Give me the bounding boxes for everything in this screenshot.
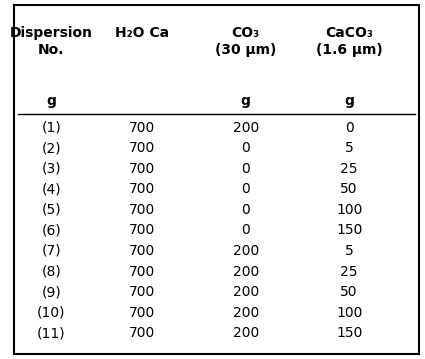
Text: (3): (3) xyxy=(42,162,61,176)
Text: 700: 700 xyxy=(129,162,156,176)
Text: 200: 200 xyxy=(232,306,259,320)
Text: 100: 100 xyxy=(336,306,363,320)
Text: 700: 700 xyxy=(129,244,156,258)
Text: 5: 5 xyxy=(345,141,354,155)
Text: (8): (8) xyxy=(42,265,61,279)
Text: 0: 0 xyxy=(241,223,250,237)
Text: 700: 700 xyxy=(129,121,156,135)
Text: 50: 50 xyxy=(340,182,358,196)
Text: (6): (6) xyxy=(42,223,61,237)
Text: 0: 0 xyxy=(241,162,250,176)
Text: 100: 100 xyxy=(336,203,363,217)
Text: H₂O Ca: H₂O Ca xyxy=(115,26,170,40)
Text: g: g xyxy=(46,94,56,108)
Text: 200: 200 xyxy=(232,121,259,135)
Text: CaCO₃
(1.6 μm): CaCO₃ (1.6 μm) xyxy=(316,26,382,56)
Text: (11): (11) xyxy=(37,326,65,340)
Text: 200: 200 xyxy=(232,265,259,279)
Text: g: g xyxy=(241,94,251,108)
Text: 5: 5 xyxy=(345,244,354,258)
Text: (5): (5) xyxy=(42,203,61,217)
Text: 700: 700 xyxy=(129,182,156,196)
Text: 700: 700 xyxy=(129,285,156,299)
Text: Dispersion
No.: Dispersion No. xyxy=(10,26,93,56)
Text: 0: 0 xyxy=(241,203,250,217)
Text: 700: 700 xyxy=(129,141,156,155)
Text: (4): (4) xyxy=(42,182,61,196)
Text: 25: 25 xyxy=(340,162,358,176)
Text: 150: 150 xyxy=(336,223,363,237)
Text: (9): (9) xyxy=(42,285,61,299)
Text: 700: 700 xyxy=(129,203,156,217)
Text: CO₃
(30 μm): CO₃ (30 μm) xyxy=(215,26,276,56)
Text: 700: 700 xyxy=(129,326,156,340)
Text: g: g xyxy=(344,94,354,108)
Text: 0: 0 xyxy=(345,121,354,135)
Text: 700: 700 xyxy=(129,265,156,279)
Text: 150: 150 xyxy=(336,326,363,340)
Text: 700: 700 xyxy=(129,306,156,320)
Text: (2): (2) xyxy=(42,141,61,155)
Text: (7): (7) xyxy=(42,244,61,258)
Text: 25: 25 xyxy=(340,265,358,279)
Text: 200: 200 xyxy=(232,285,259,299)
Text: 0: 0 xyxy=(241,141,250,155)
Text: 200: 200 xyxy=(232,326,259,340)
Text: 700: 700 xyxy=(129,223,156,237)
Text: 50: 50 xyxy=(340,285,358,299)
Text: (1): (1) xyxy=(42,121,61,135)
Text: 200: 200 xyxy=(232,244,259,258)
Text: (10): (10) xyxy=(37,306,65,320)
Text: 0: 0 xyxy=(241,182,250,196)
